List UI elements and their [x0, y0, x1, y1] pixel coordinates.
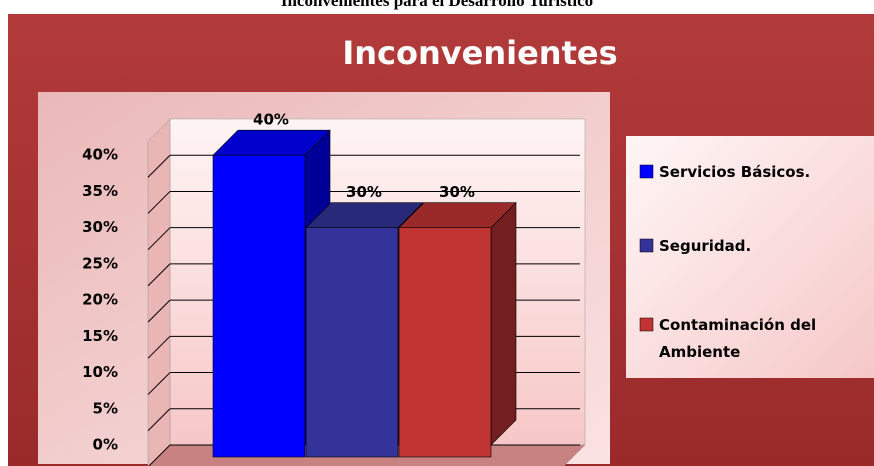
legend-swatch [639, 317, 654, 332]
legend-label: Servicios Básicos. [659, 163, 810, 181]
data-label: 30% [346, 183, 382, 201]
grid-line-side [147, 263, 171, 287]
grid-line-side [147, 408, 171, 432]
y-tick-label: 15% [82, 327, 118, 345]
y-tick-label: 25% [82, 254, 118, 272]
grid-line-side [147, 227, 171, 251]
grid-line-side [147, 372, 171, 395]
y-tick-label: 35% [82, 182, 118, 200]
bar-top [212, 129, 331, 156]
bar [398, 227, 492, 458]
page-heading: Inconvenientes para el Desarrollo Turíst… [281, 0, 593, 10]
bar-top [398, 202, 517, 228]
y-tick-label: 30% [82, 218, 118, 236]
bar [305, 227, 399, 458]
bar-top [305, 202, 424, 228]
legend-swatch [639, 238, 654, 253]
y-tick-label: 5% [93, 399, 118, 417]
legend-label: Seguridad. [659, 237, 751, 255]
legend-swatch [639, 164, 654, 179]
side-wall [147, 118, 171, 466]
legend-label: Contaminación del Ambiente [659, 316, 816, 361]
y-tick-label: 40% [82, 146, 118, 164]
grid-line-side [147, 154, 171, 178]
grid-line-side [147, 299, 171, 323]
chart-title: Inconvenientes [342, 34, 617, 72]
data-label: 30% [439, 183, 475, 201]
grid-line-side [148, 444, 171, 466]
y-tick-label: 10% [82, 363, 118, 381]
grid-line-side [147, 335, 171, 359]
y-tick-label: 20% [82, 291, 118, 309]
bar [212, 154, 306, 458]
data-label: 40% [253, 111, 289, 129]
legend-box [626, 136, 874, 378]
bar-side [490, 201, 517, 446]
y-tick-label: 0% [93, 436, 118, 454]
grid-line-side [147, 191, 171, 214]
